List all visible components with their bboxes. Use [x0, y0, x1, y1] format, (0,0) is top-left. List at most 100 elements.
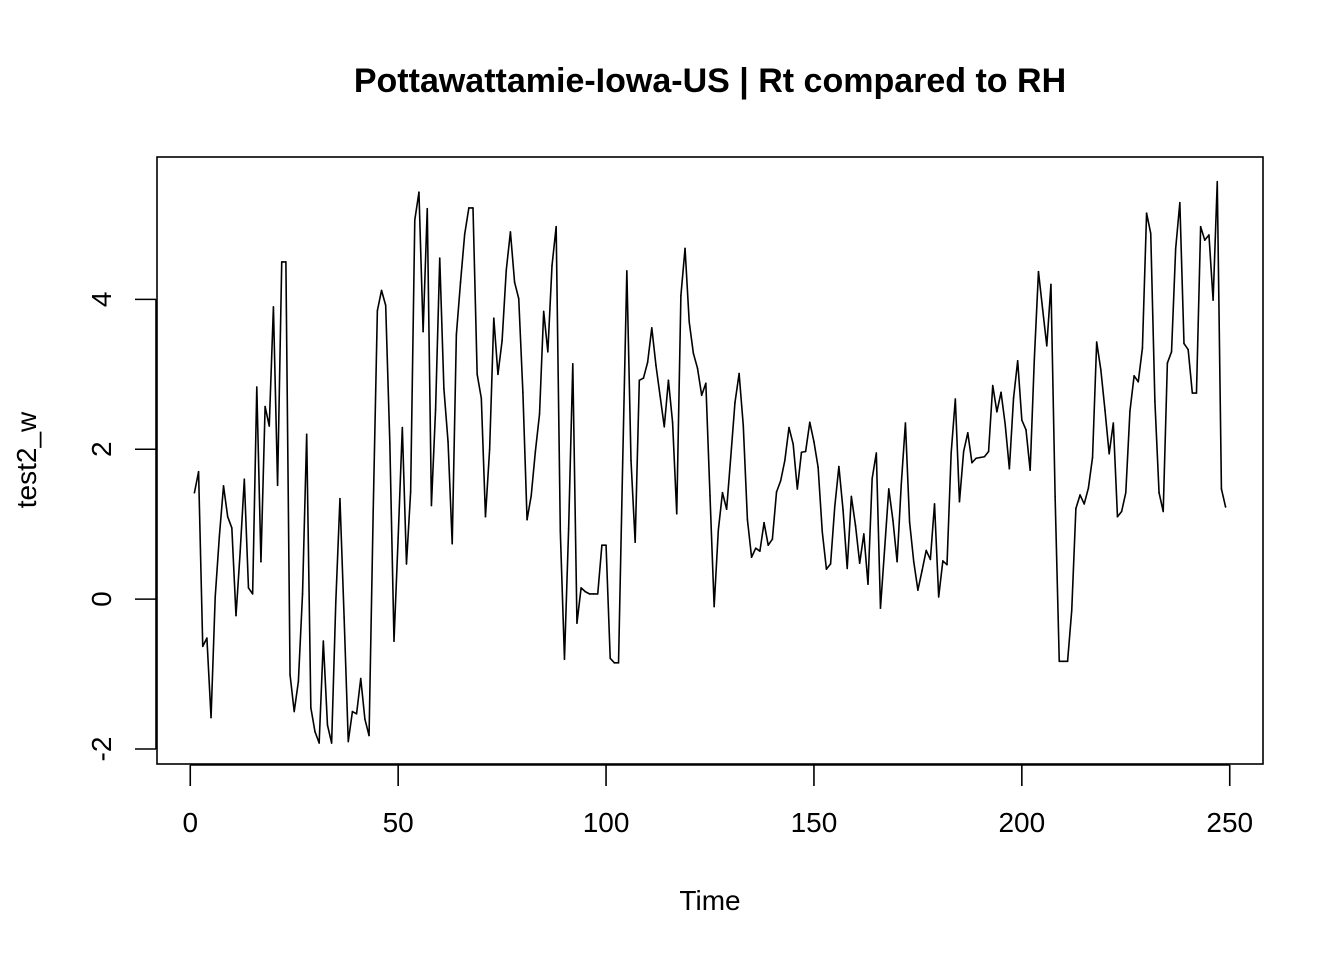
data-point: [1083, 503, 1086, 505]
data-point: [563, 658, 566, 660]
x-axis: 0 50 100 150 200 250: [182, 764, 1253, 838]
data-point: [634, 541, 636, 543]
data-point: [979, 456, 982, 459]
data-point: [788, 426, 790, 429]
data-point: [571, 363, 574, 365]
data-point: [983, 455, 986, 458]
data-point: [892, 519, 894, 522]
data-point: [987, 450, 990, 453]
data-point: [813, 440, 815, 443]
data-point: [305, 433, 308, 436]
data-point: [655, 364, 657, 367]
data-point: [222, 485, 225, 487]
data-point: [650, 327, 653, 329]
data-point: [272, 306, 275, 308]
x-tick-label: 50: [383, 807, 414, 838]
data-point: [314, 730, 316, 733]
data-point: [729, 455, 732, 458]
data-point: [962, 450, 965, 453]
data-point: [297, 680, 300, 683]
data-point: [734, 402, 736, 404]
data-point: [713, 605, 715, 608]
data-point: [663, 425, 666, 428]
x-tick-label: 100: [583, 807, 630, 838]
data-point: [1058, 660, 1061, 663]
data-point: [547, 351, 549, 353]
data-point: [347, 740, 350, 743]
data-point: [1066, 660, 1069, 663]
data-point: [896, 560, 898, 563]
data-point: [1120, 510, 1123, 513]
data-point: [1133, 375, 1135, 377]
data-point: [1045, 345, 1048, 347]
data-point: [1004, 423, 1007, 426]
data-point: [958, 500, 961, 503]
data-point: [971, 461, 973, 464]
data-point: [667, 379, 670, 382]
y-tick-label: -2: [86, 737, 117, 762]
data-point: [833, 506, 836, 508]
data-point: [438, 257, 441, 259]
data-point: [721, 491, 724, 494]
data-point: [863, 533, 865, 535]
data-point: [326, 724, 329, 726]
data-point: [251, 593, 254, 595]
data-point: [455, 333, 458, 336]
data-point: [355, 712, 358, 715]
data-point: [372, 509, 375, 512]
data-point: [280, 261, 283, 263]
data-point: [1021, 419, 1023, 421]
data-point: [854, 524, 857, 527]
data-point: [929, 558, 932, 561]
data-point: [260, 560, 262, 563]
data-point: [817, 466, 819, 469]
chart-title: Pottawattamie-Iowa-US | Rt compared to R…: [354, 62, 1066, 100]
data-point: [875, 452, 878, 454]
data-point: [908, 521, 911, 523]
y-axis-label: test2_w: [11, 411, 42, 508]
data-point: [1104, 409, 1106, 412]
data-point: [821, 530, 824, 533]
data-point: [401, 426, 404, 429]
data-point: [767, 544, 770, 546]
data-point: [501, 339, 503, 342]
data-point: [1154, 400, 1156, 403]
data-point: [1187, 348, 1189, 351]
data-point: [646, 361, 649, 364]
data-point: [505, 269, 508, 271]
data-point: [1029, 469, 1031, 472]
data-point: [925, 549, 928, 552]
data-point: [447, 440, 449, 443]
data-point: [954, 398, 957, 400]
data-point: [800, 451, 803, 454]
data-point: [276, 484, 279, 487]
data-point: [268, 425, 271, 427]
data-point: [376, 309, 379, 312]
data-point: [206, 637, 208, 639]
data-point: [1025, 428, 1027, 431]
data-point: [1112, 422, 1115, 424]
data-point: [688, 321, 691, 323]
data-point: [339, 497, 341, 500]
data-point: [904, 422, 907, 424]
data-point: [1041, 308, 1044, 310]
data-point: [389, 442, 391, 445]
data-point: [659, 395, 661, 397]
data-point: [613, 662, 616, 664]
data-point: [796, 488, 799, 490]
data-point: [1149, 232, 1152, 235]
data-point: [621, 461, 624, 464]
data-point: [480, 397, 483, 400]
data-point: [1216, 180, 1219, 183]
data-point: [1033, 358, 1036, 361]
data-point: [996, 410, 998, 413]
data-point: [1129, 410, 1131, 412]
data-point: [301, 593, 304, 595]
data-point: [792, 443, 794, 445]
data-point: [426, 207, 429, 210]
data-point: [1124, 491, 1127, 494]
data-point: [247, 587, 250, 589]
data-point: [235, 614, 237, 617]
data-point: [201, 645, 204, 648]
data-point: [409, 491, 412, 493]
